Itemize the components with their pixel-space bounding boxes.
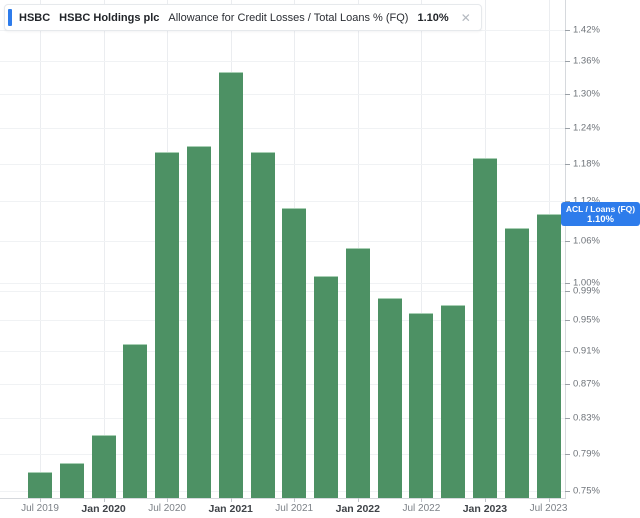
y-axis-tick	[565, 61, 570, 63]
x-axis-tick	[230, 498, 232, 502]
gridline-v	[40, 0, 41, 498]
x-axis-label: Jul 2022	[402, 503, 441, 514]
y-tick-label: 0.83%	[573, 412, 600, 424]
x-axis-label: Jul 2021	[275, 503, 314, 514]
y-axis-tick	[565, 283, 570, 285]
y-axis-tick	[565, 320, 570, 322]
y-tick-label: 0.79%	[573, 448, 600, 459]
y-axis-tick	[565, 491, 570, 492]
close-icon[interactable]: ✕	[460, 10, 471, 25]
y-tick-label: 1.42%	[573, 24, 600, 36]
bar-sep-2020[interactable]	[186, 145, 211, 498]
y-tick-label: 1.18%	[573, 158, 600, 170]
y-axis-tick	[565, 351, 570, 353]
x-axis-label: Jul 2019	[21, 503, 59, 514]
metric-name: Allowance for Credit Losses / Total Loan…	[168, 11, 409, 24]
x-axis-tick	[167, 498, 169, 502]
bar-jun-2019[interactable]	[28, 472, 52, 498]
bar-jun-2023[interactable]	[536, 214, 561, 498]
y-tick-label: 1.12%	[573, 195, 600, 207]
bar-jun-2020[interactable]	[155, 151, 180, 498]
gridline-v	[421, 0, 423, 498]
bar-jun-2021[interactable]	[282, 207, 307, 498]
x-axis-label: Jan 2022	[335, 503, 380, 515]
y-axis-tick	[565, 417, 570, 419]
y-axis-tick	[565, 127, 570, 129]
y-axis-tick	[565, 163, 570, 165]
badge-series-label: ACL / Loans (FQ)	[565, 203, 636, 214]
series-legend-card[interactable]: HSBC HSBC Holdings plc Allowance for Cre…	[4, 4, 482, 31]
x-axis-line	[0, 498, 566, 499]
y-tick-label: 0.95%	[573, 314, 600, 326]
gridline-v	[103, 0, 105, 498]
x-axis-tick	[548, 498, 550, 502]
y-axis-tick	[565, 383, 570, 385]
bar-dec-2020[interactable]	[218, 71, 243, 498]
x-axis-tick	[421, 498, 423, 502]
bar-dec-2019[interactable]	[91, 435, 116, 498]
last-value-badge: ACL / Loans (FQ) 1.10%	[561, 202, 640, 227]
y-tick-label: 1.06%	[573, 235, 600, 247]
bar-sep-2021[interactable]	[314, 276, 338, 498]
series-accent-bar	[8, 9, 12, 26]
company-name: HSBC Holdings plc	[59, 11, 160, 24]
bar-mar-2023[interactable]	[504, 227, 529, 498]
bar-dec-2022[interactable]	[472, 157, 497, 498]
y-tick-label: 1.00%	[573, 277, 600, 289]
y-axis-tick	[565, 93, 570, 95]
y-tick-label: 1.36%	[573, 55, 600, 67]
metric-value: 1.10%	[417, 11, 449, 24]
x-axis-tick	[40, 498, 41, 502]
bar-sep-2022[interactable]	[441, 305, 466, 498]
gridline-h	[0, 93, 565, 95]
gridline-h	[0, 127, 565, 129]
x-axis-tick	[357, 498, 359, 502]
gridline-h	[0, 163, 565, 165]
y-tick-label: 0.87%	[573, 378, 600, 390]
x-axis-label: Jul 2020	[148, 503, 186, 514]
bar-jun-2022[interactable]	[409, 312, 434, 498]
bar-mar-2021[interactable]	[250, 151, 275, 498]
gridline-h	[0, 61, 565, 63]
x-axis-tick	[294, 498, 296, 502]
y-axis-tick	[565, 241, 570, 243]
x-axis-label: Jan 2023	[462, 503, 508, 515]
x-axis-label: Jan 2021	[208, 503, 253, 515]
x-axis-label: Jan 2020	[81, 503, 126, 515]
bar-mar-2020[interactable]	[123, 343, 148, 498]
y-tick-label: 1.30%	[573, 88, 600, 100]
bar-dec-2021[interactable]	[345, 248, 370, 498]
y-tick-label: 0.91%	[573, 345, 600, 357]
bar-mar-2022[interactable]	[377, 297, 402, 498]
badge-value: 1.10%	[587, 213, 614, 225]
x-axis-label: Jul 2023	[529, 503, 568, 514]
x-axis-tick	[484, 498, 486, 502]
y-axis-tick	[565, 201, 570, 203]
y-tick-label: 0.75%	[573, 485, 600, 497]
y-tick-label: 1.24%	[573, 122, 600, 134]
gridline-h	[0, 201, 565, 203]
y-axis-tick	[565, 453, 570, 455]
bar-sep-2019[interactable]	[59, 462, 84, 498]
y-axis-tick	[565, 30, 570, 31]
x-axis-tick	[103, 498, 105, 502]
ticker-label: HSBC	[19, 11, 51, 24]
y-axis-tick	[565, 290, 570, 292]
y-tick-label: 0.99%	[573, 285, 600, 296]
y-axis-line	[565, 0, 566, 499]
